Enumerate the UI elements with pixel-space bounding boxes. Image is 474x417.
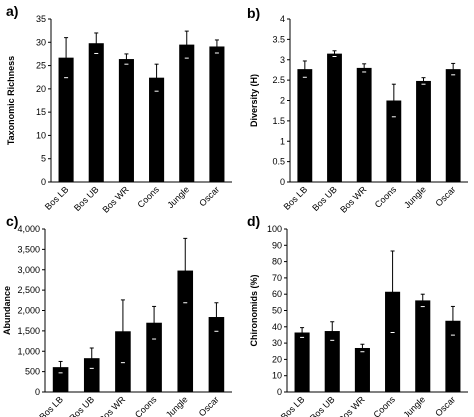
bar bbox=[415, 300, 431, 392]
bar bbox=[386, 100, 402, 182]
y-tick-label: 70 bbox=[272, 273, 282, 283]
y-tick-label: 0 bbox=[41, 177, 46, 187]
y-tick-label: 10 bbox=[272, 371, 282, 381]
y-tick-label: 10 bbox=[36, 130, 46, 140]
y-tick-label: 2.5 bbox=[272, 75, 285, 85]
bar bbox=[83, 358, 100, 392]
y-tick-label: 500 bbox=[25, 367, 40, 377]
y-tick-label: 2 bbox=[280, 96, 285, 106]
y-axis-title: Taxonomic Richness bbox=[6, 56, 16, 145]
panel-label: c) bbox=[6, 213, 18, 229]
y-tick-label: 1 bbox=[280, 136, 285, 146]
bar bbox=[209, 46, 225, 182]
bar bbox=[356, 67, 372, 182]
y-tick-label: 35 bbox=[36, 14, 46, 24]
y-tick-label: 100 bbox=[267, 224, 282, 234]
y-axis-title: Diversity (H) bbox=[249, 74, 259, 127]
bar bbox=[52, 367, 69, 392]
y-tick-label: 4,000 bbox=[17, 224, 40, 234]
y-tick-label: 1.5 bbox=[272, 116, 285, 126]
bar bbox=[445, 69, 461, 182]
bar bbox=[149, 77, 165, 182]
y-tick-label: 0 bbox=[277, 387, 282, 397]
y-tick-label: 3.5 bbox=[272, 34, 285, 44]
bar bbox=[445, 320, 461, 392]
bar bbox=[208, 317, 225, 392]
bar bbox=[58, 57, 74, 183]
panel-label: b) bbox=[247, 5, 260, 21]
bar bbox=[327, 53, 342, 183]
y-tick-label: 1,000 bbox=[17, 346, 40, 356]
y-tick-label: 15 bbox=[36, 107, 46, 117]
bar bbox=[118, 59, 134, 182]
y-tick-label: 0.5 bbox=[272, 157, 285, 167]
bar bbox=[354, 347, 370, 392]
bar bbox=[146, 322, 162, 392]
panel-label: a) bbox=[6, 3, 18, 19]
bar bbox=[416, 80, 431, 182]
y-tick-label: 40 bbox=[272, 322, 282, 332]
y-tick-label: 2,500 bbox=[17, 285, 40, 295]
y-tick-label: 30 bbox=[36, 37, 46, 47]
y-tick-label: 30 bbox=[272, 338, 282, 348]
y-tick-label: 25 bbox=[36, 61, 46, 71]
y-tick-label: 90 bbox=[272, 240, 282, 250]
bar bbox=[297, 69, 313, 182]
y-tick-label: 0 bbox=[35, 387, 40, 397]
y-tick-label: 20 bbox=[272, 354, 282, 364]
y-tick-label: 5 bbox=[41, 154, 46, 164]
y-tick-label: 4 bbox=[280, 14, 285, 24]
bar bbox=[324, 331, 340, 392]
y-tick-label: 60 bbox=[272, 289, 282, 299]
panel-label: d) bbox=[247, 213, 260, 229]
y-tick-label: 0 bbox=[280, 177, 285, 187]
bar bbox=[88, 43, 104, 182]
y-axis-title: Chironomids (%) bbox=[249, 275, 259, 347]
bar bbox=[385, 291, 401, 392]
y-tick-label: 20 bbox=[36, 84, 46, 94]
y-tick-label: 3,500 bbox=[17, 244, 40, 254]
bar bbox=[294, 332, 310, 392]
y-tick-label: 80 bbox=[272, 257, 282, 267]
y-tick-label: 1,500 bbox=[17, 326, 40, 336]
y-tick-label: 2,000 bbox=[17, 306, 40, 316]
y-tick-label: 3 bbox=[280, 55, 285, 65]
y-axis-title: Abundance bbox=[2, 286, 12, 335]
bar bbox=[177, 270, 194, 392]
y-tick-label: 50 bbox=[272, 306, 282, 316]
y-tick-label: 3,000 bbox=[17, 265, 40, 275]
bar bbox=[179, 44, 195, 182]
